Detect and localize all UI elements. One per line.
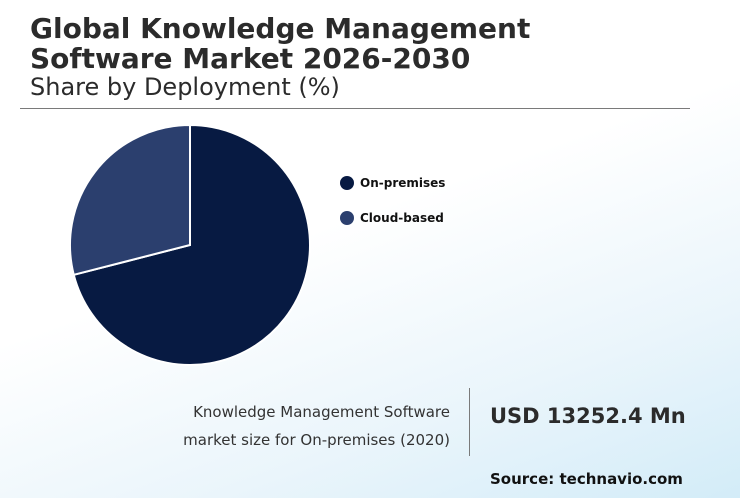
legend-item-cloud-based: Cloud-based	[340, 209, 445, 227]
footer-divider	[469, 388, 470, 456]
legend-marker-on-premises	[340, 176, 354, 190]
legend-marker-cloud-based	[340, 211, 354, 225]
market-size-label: Knowledge Management Software market siz…	[183, 398, 450, 454]
chart-subtitle: Share by Deployment (%)	[30, 73, 340, 101]
market-size-value: USD 13252.4 Mn	[490, 404, 686, 428]
source-credit: Source: technavio.com	[490, 470, 683, 488]
pie-slice-on-premises	[72, 123, 311, 366]
market-size-label-line1: Knowledge Management Software	[193, 403, 450, 421]
market-size-label-line2: market size for On-premises (2020)	[183, 431, 450, 449]
chart-title: Global Knowledge Management Software Mar…	[30, 12, 531, 75]
legend-item-on-premises: On-premises	[340, 174, 445, 192]
legend-label-cloud-based: Cloud-based	[360, 211, 444, 225]
legend-label-on-premises: On-premises	[360, 176, 446, 190]
title-divider	[20, 108, 690, 109]
legend: On-premises Cloud-based	[340, 174, 445, 244]
pie-slice-cloud-based	[69, 123, 191, 277]
